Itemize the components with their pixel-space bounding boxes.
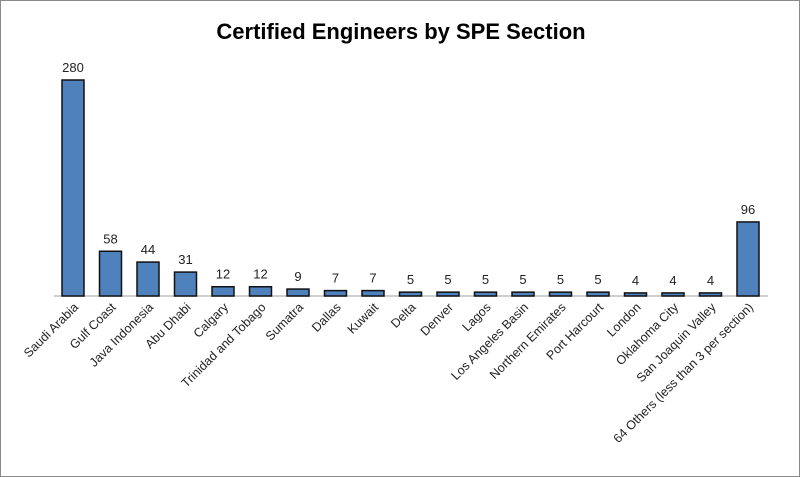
data-label: 9 — [294, 269, 301, 284]
bar — [173, 271, 198, 297]
bar — [511, 291, 535, 297]
data-label: 5 — [444, 272, 451, 287]
data-label: 58 — [103, 231, 117, 246]
data-label: 31 — [178, 252, 192, 267]
data-label: 280 — [62, 60, 84, 75]
data-label: 5 — [407, 272, 414, 287]
bar — [736, 221, 760, 297]
data-label: 44 — [141, 242, 155, 257]
x-tick-label: Denver — [418, 300, 456, 338]
bar — [398, 291, 423, 297]
x-tick-label: Dallas — [309, 300, 343, 334]
bar — [436, 291, 460, 297]
data-label: 96 — [741, 202, 755, 217]
data-label: 7 — [369, 271, 376, 286]
bar — [623, 292, 648, 297]
x-tick-label: Kuwait — [345, 300, 382, 337]
bar — [586, 291, 610, 297]
bar — [286, 288, 310, 297]
data-label: 4 — [669, 273, 676, 288]
bar — [248, 285, 273, 297]
data-label: 5 — [482, 272, 489, 287]
data-label: 5 — [519, 272, 526, 287]
bar — [323, 289, 348, 297]
x-tick-label: 64 Others (less than 3 per section) — [611, 300, 756, 445]
bar — [61, 79, 85, 297]
x-tick-label: Lagos — [460, 300, 494, 334]
data-label: 4 — [707, 273, 714, 288]
bar — [136, 261, 160, 297]
data-label: 5 — [557, 272, 564, 287]
data-label: 12 — [216, 267, 230, 282]
data-label: 4 — [632, 273, 639, 288]
bar — [548, 291, 573, 297]
bar — [361, 289, 385, 297]
bar — [473, 291, 498, 297]
bar — [211, 285, 235, 297]
bar — [698, 292, 723, 297]
x-tick-label: Saudi Arabia — [21, 300, 81, 360]
x-tick-label: Delta — [388, 300, 419, 331]
bar — [661, 292, 685, 297]
data-label: 12 — [253, 267, 267, 282]
bar — [98, 250, 123, 297]
data-label: 7 — [332, 271, 339, 286]
data-label: 5 — [594, 272, 601, 287]
x-tick-label: Sumatra — [263, 300, 306, 343]
chart-title: Certified Engineers by SPE Section — [216, 19, 585, 44]
